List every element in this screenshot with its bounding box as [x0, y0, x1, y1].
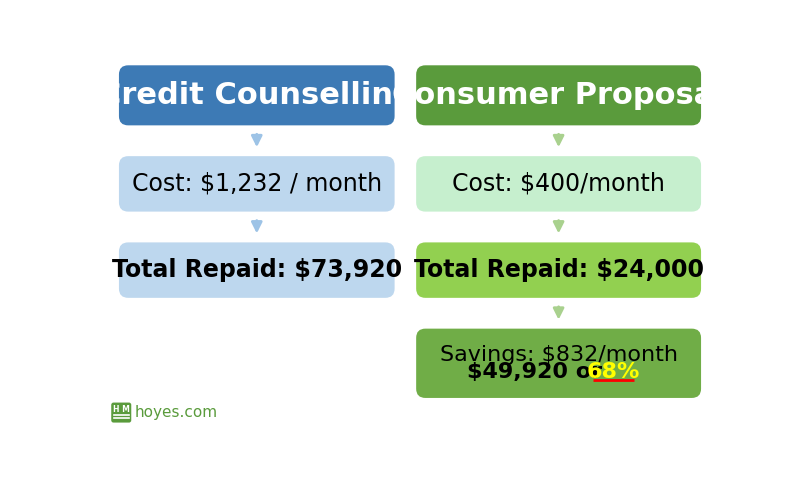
Text: Savings: $832/month: Savings: $832/month [440, 345, 678, 365]
FancyBboxPatch shape [416, 65, 701, 125]
Text: Cost: $1,232 / month: Cost: $1,232 / month [132, 172, 382, 196]
FancyBboxPatch shape [111, 403, 131, 422]
FancyBboxPatch shape [119, 156, 394, 212]
Text: H M: H M [113, 405, 130, 414]
FancyBboxPatch shape [119, 242, 394, 298]
Text: Cost: $400/month: Cost: $400/month [452, 172, 665, 196]
Text: $49,920 or: $49,920 or [466, 362, 610, 382]
Text: Consumer Proposal: Consumer Proposal [392, 81, 725, 110]
FancyBboxPatch shape [416, 156, 701, 212]
Text: 68%: 68% [587, 362, 640, 382]
FancyBboxPatch shape [416, 329, 701, 398]
Text: Total Repaid: $73,920: Total Repaid: $73,920 [112, 258, 402, 282]
Text: Credit Counselling: Credit Counselling [99, 81, 414, 110]
FancyBboxPatch shape [119, 65, 394, 125]
Text: Total Repaid: $24,000: Total Repaid: $24,000 [414, 258, 704, 282]
FancyBboxPatch shape [416, 242, 701, 298]
Text: hoyes.com: hoyes.com [135, 405, 218, 420]
